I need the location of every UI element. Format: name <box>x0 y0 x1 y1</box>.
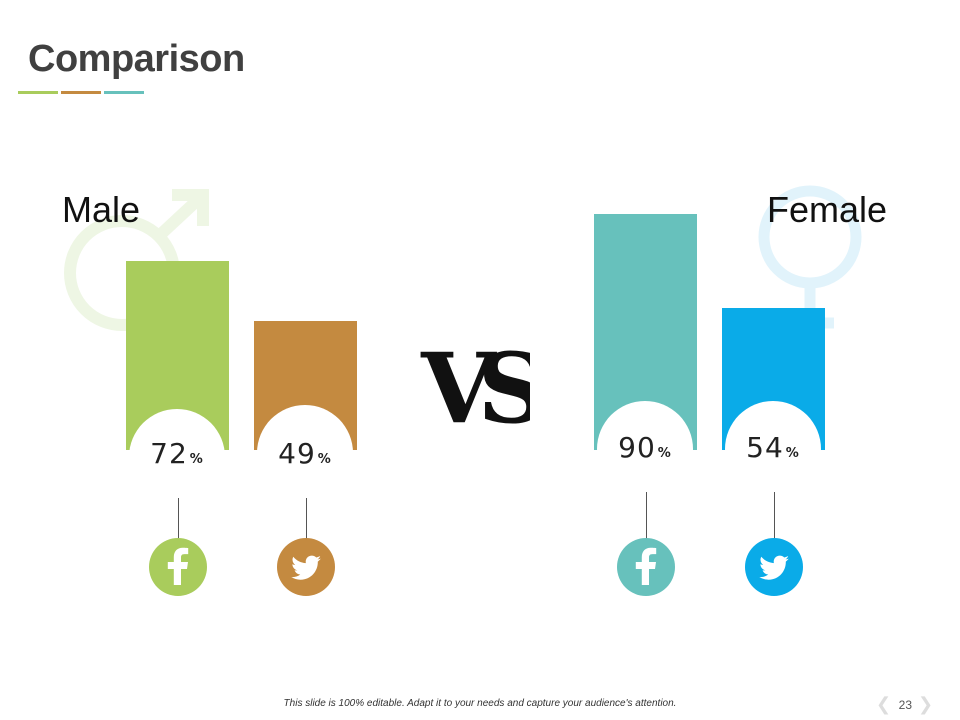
bar-baseline-cover <box>124 450 231 510</box>
next-slide-icon[interactable]: ❯ <box>918 694 934 715</box>
data-label-value: 72 <box>150 437 188 470</box>
female-label: Female <box>767 189 888 230</box>
data-label-male-twitter: 49% <box>257 437 353 470</box>
title-accent-line-2 <box>61 91 101 94</box>
data-label-value: 49 <box>278 437 316 470</box>
versus-mark: VS <box>420 332 530 430</box>
data-label-unit: % <box>317 452 332 467</box>
bar-baseline-cover <box>592 450 699 510</box>
previous-slide-icon[interactable]: ❮ <box>876 694 892 715</box>
data-label-female-facebook: 90% <box>597 431 693 464</box>
data-label-unit: % <box>657 446 672 461</box>
data-label-value: 54 <box>746 431 784 464</box>
facebook-icon <box>149 538 207 596</box>
connector-line <box>774 492 775 539</box>
page-title: Comparison <box>28 38 245 80</box>
data-label-male-facebook: 72% <box>129 437 225 470</box>
data-label-value: 90 <box>618 431 656 464</box>
bar-baseline-cover <box>252 450 359 510</box>
twitter-icon <box>277 538 335 596</box>
connector-line <box>646 492 647 539</box>
page-number: 23 <box>898 698 912 712</box>
connector-line <box>306 498 307 539</box>
facebook-icon <box>617 538 675 596</box>
title-accent-line-3 <box>104 91 144 94</box>
vs-text: VS <box>420 332 530 430</box>
data-label-unit: % <box>189 452 204 467</box>
data-label-female-twitter: 54% <box>725 431 821 464</box>
data-label-unit: % <box>785 446 800 461</box>
male-label: Male <box>62 189 141 230</box>
twitter-icon <box>745 538 803 596</box>
title-accent-line-1 <box>18 91 58 94</box>
connector-line <box>178 498 179 539</box>
footer-note: This slide is 100% editable. Adapt it to… <box>283 698 677 709</box>
bar-baseline-cover <box>720 450 827 510</box>
